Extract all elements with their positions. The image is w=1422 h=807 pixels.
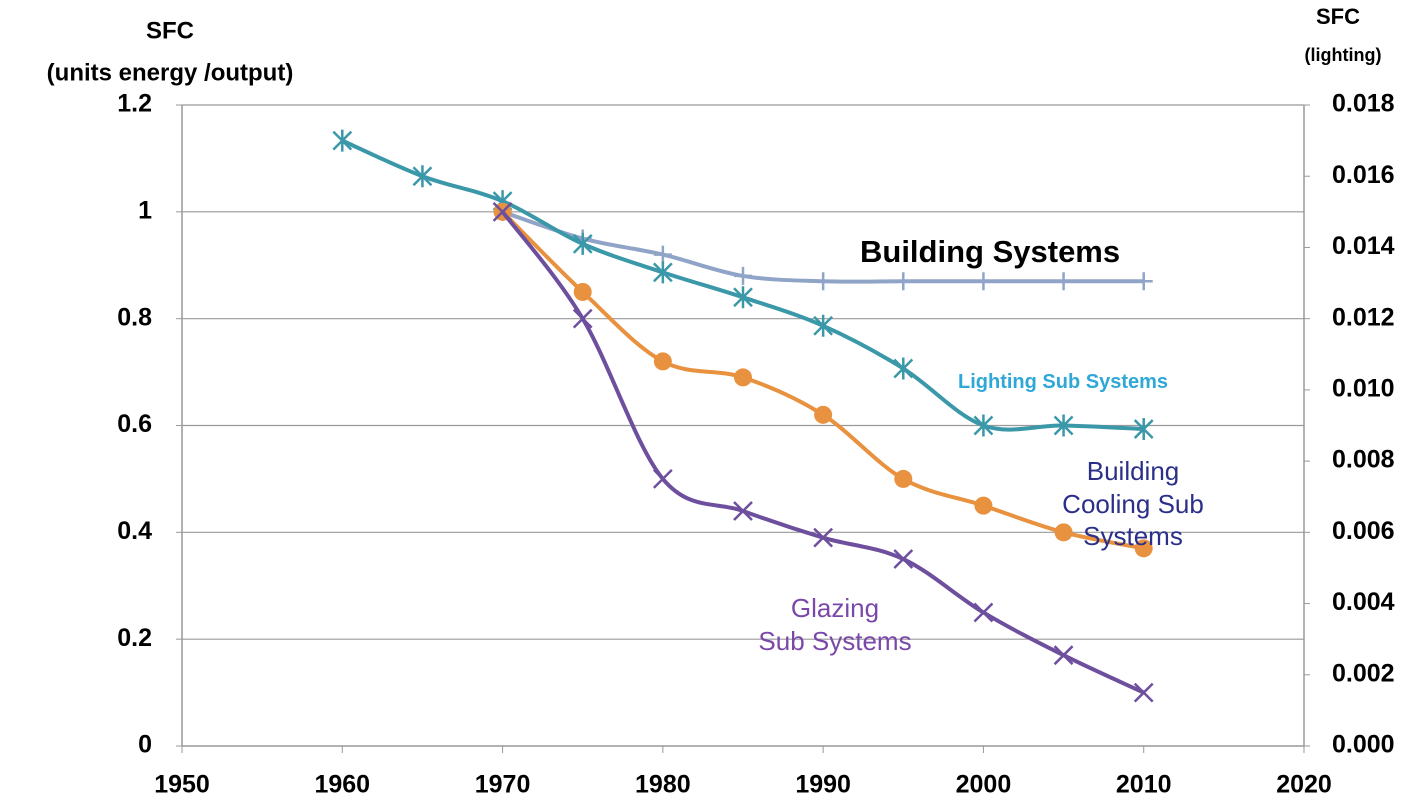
y-tick-label: 0.8: [117, 303, 152, 331]
marker: [733, 286, 753, 309]
marker: [1134, 539, 1153, 558]
x-tick-label: 2010: [1116, 771, 1172, 799]
y2-axis-title: SFC: [1316, 4, 1360, 29]
series-label: Glazing Sub Systems: [758, 593, 912, 656]
marker: [573, 282, 592, 301]
y-axis-title: SFC: [146, 17, 194, 44]
y-tick-label: 1: [138, 196, 152, 224]
marker: [1053, 414, 1074, 437]
marker: [814, 272, 833, 291]
marker: [893, 549, 914, 569]
marker: [652, 261, 673, 284]
marker: [332, 129, 353, 152]
y2-tick-label: 0.012: [1332, 303, 1395, 331]
y2-tick-label: 0.014: [1332, 232, 1395, 260]
y2-tick-label: 0.004: [1332, 588, 1395, 616]
marker: [894, 469, 913, 488]
y2-tick-label: 0.010: [1332, 374, 1395, 402]
marker: [893, 357, 914, 380]
y2-axis-title: (lighting): [1305, 45, 1382, 65]
y2-tick-label: 0.008: [1332, 446, 1395, 474]
x-tick-label: 1960: [314, 771, 370, 799]
marker: [894, 272, 913, 291]
y-tick-label: 0: [138, 731, 152, 759]
series-label: Building Cooling Sub Systems: [1062, 456, 1204, 551]
series-line: [500, 210, 1145, 695]
x-tick-label: 1950: [154, 771, 210, 799]
marker: [973, 414, 994, 437]
y-tick-label: 1.2: [117, 90, 152, 118]
series-label: Building Systems: [860, 234, 1121, 269]
marker: [412, 165, 433, 188]
marker: [974, 496, 993, 515]
marker: [733, 501, 753, 521]
y-tick-label: 0.4: [117, 517, 152, 545]
marker: [653, 245, 672, 264]
marker: [572, 308, 593, 329]
marker: [1054, 523, 1073, 542]
x-tick-label: 1980: [635, 771, 691, 799]
y-tick-label: 0.6: [117, 410, 152, 438]
series-label: Lighting Sub Systems: [958, 371, 1169, 393]
marker: [492, 201, 513, 222]
y2-tick-label: 0.006: [1332, 517, 1395, 545]
marker: [1053, 645, 1074, 666]
y-tick-label: 0.2: [117, 624, 152, 652]
y2-tick-label: 0.018: [1332, 90, 1395, 118]
marker: [813, 314, 834, 337]
x-tick-label: 1970: [475, 771, 531, 799]
marker: [973, 602, 994, 623]
marker: [653, 352, 672, 371]
y2-tick-label: 0.016: [1332, 161, 1395, 189]
marker: [572, 232, 593, 255]
x-tick-label: 2000: [956, 771, 1012, 799]
marker: [1054, 272, 1073, 291]
marker: [734, 368, 752, 387]
marker: [734, 266, 752, 285]
marker: [1133, 418, 1154, 441]
marker: [814, 405, 833, 424]
marker: [974, 272, 993, 291]
y-axis-title: (units energy /output): [47, 59, 294, 86]
marker: [813, 527, 834, 548]
y2-tick-label: 0.000: [1332, 731, 1395, 759]
x-tick-label: 1990: [795, 771, 851, 799]
marker: [652, 469, 673, 489]
marker: [1133, 682, 1154, 703]
marker: [1134, 272, 1153, 291]
y2-tick-label: 0.002: [1332, 659, 1395, 687]
x-tick-label: 2020: [1276, 771, 1332, 799]
